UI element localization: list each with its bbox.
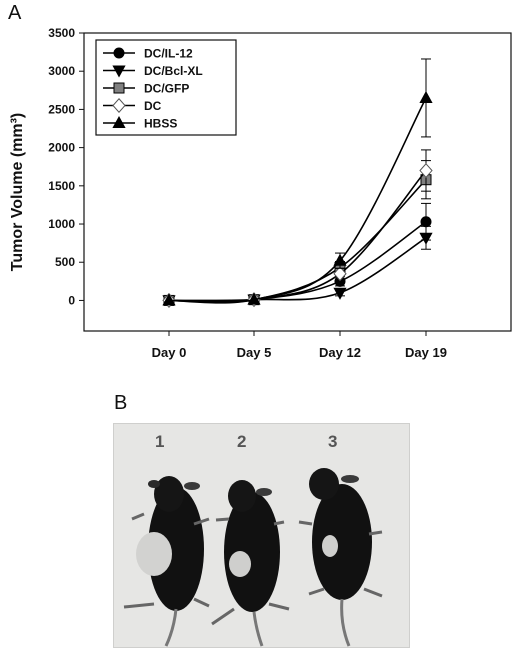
- mice-illustration: [123, 468, 383, 647]
- data-point-dc-bcl-xl: [419, 232, 433, 245]
- panel-a-label: A: [8, 2, 22, 24]
- data-point-hbss: [419, 90, 433, 103]
- x-tick-label: Day 12: [319, 345, 361, 360]
- series-line-dc: [168, 170, 427, 303]
- legend-label-dc-gfp: DC/GFP: [144, 82, 189, 96]
- mouse-3-figure: [298, 468, 383, 647]
- legend-label-dc-bcl-xl: DC/Bcl-XL: [144, 64, 203, 78]
- y-tick-label: 1500: [48, 179, 75, 193]
- legend-marker-dc-bcl-xl: [112, 65, 126, 78]
- data-point-dc: [419, 163, 433, 179]
- legend-label-dc-il-12: DC/IL-12: [144, 47, 193, 61]
- data-point-dc-bcl-xl: [333, 287, 347, 300]
- data-point-hbss: [333, 253, 347, 266]
- series-line-dc-bcl-xl: [168, 237, 427, 302]
- legend-marker-hbss: [112, 115, 126, 128]
- data-point-dc: [333, 266, 347, 282]
- y-axis-label: Tumor Volume (mm³): [9, 113, 26, 272]
- mouse-label-3: 3: [328, 432, 338, 451]
- legend-marker-dc-gfp: [113, 82, 125, 94]
- data-point-hbss: [162, 293, 176, 306]
- y-tick-label: 2000: [48, 141, 75, 155]
- mouse-label-1: 1: [155, 432, 165, 451]
- x-tick-label: Day 0: [152, 345, 187, 360]
- mouse-1-figure: [123, 476, 210, 647]
- data-point-hbss: [247, 292, 261, 305]
- plot-frame: [83, 32, 512, 332]
- mouse-label-2: 2: [237, 432, 247, 451]
- y-tick-label: 3500: [48, 26, 75, 40]
- data-point-dc-il-12: [420, 216, 432, 228]
- legend-marker-dc-il-12: [113, 47, 125, 59]
- panel-b-label: B: [114, 392, 128, 414]
- series-line-hbss: [168, 97, 427, 304]
- y-tick-label: 500: [55, 255, 75, 269]
- y-tick-label: 3000: [48, 64, 75, 78]
- y-tick-label: 1000: [48, 217, 75, 231]
- tumor-volume-chart: 0 500 1000 1500 2000 2500 3000 3500 Day 0 Day 5 Da…: [9, 26, 512, 360]
- y-tick-label: 0: [68, 293, 75, 307]
- legend-label-hbss: HBSS: [144, 117, 177, 131]
- x-tick-label: Day 5: [237, 345, 272, 360]
- series-line-dc-gfp: [168, 179, 427, 304]
- legend-label-dc: DC: [144, 99, 162, 113]
- y-tick-label: 2500: [48, 102, 75, 116]
- mice-photo: 1 2 3: [113, 423, 410, 648]
- mouse-2-figure: [211, 480, 290, 647]
- legend-marker-dc: [112, 97, 126, 114]
- x-tick-label: Day 19: [405, 345, 447, 360]
